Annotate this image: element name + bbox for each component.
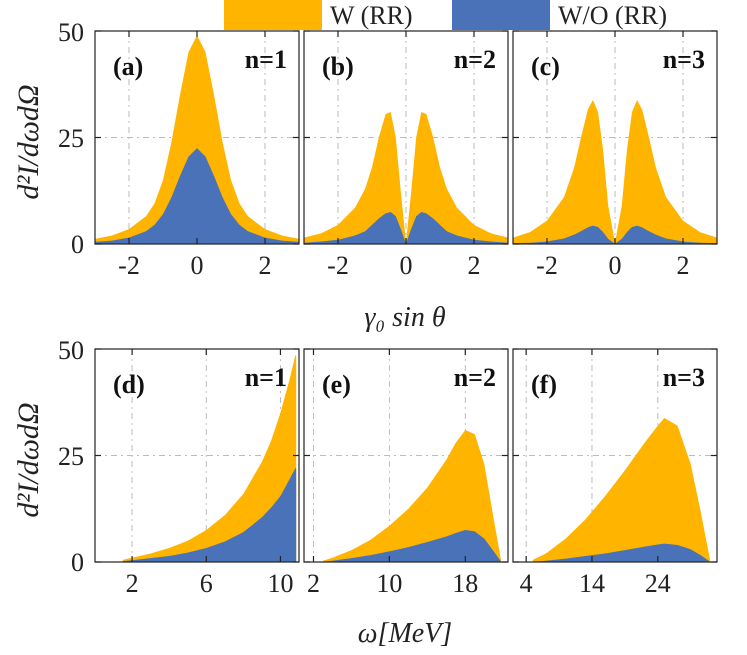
top-x-axis-label: γ₀ sin θ (364, 302, 445, 333)
y-tick-label: 25 (58, 442, 84, 471)
top-y-ticks: 50 25 0 (58, 18, 84, 259)
x-tick-label: 0 (400, 251, 413, 280)
x-tick-label: 2 (126, 569, 139, 598)
x-tick-label: 10 (376, 569, 402, 598)
harmonic-label: n=3 (663, 45, 705, 74)
area-wo-rr (304, 212, 508, 244)
x-tick-label: -2 (536, 251, 558, 280)
x-tick-label: 2 (307, 569, 320, 598)
y-tick-label: 50 (58, 336, 84, 365)
legend-label-w-rr: W (RR) (330, 1, 413, 30)
x-tick-label: 14 (579, 569, 605, 598)
panel-e: 2 10 18 (e) n=2 (303, 348, 509, 598)
harmonic-label: n=3 (663, 363, 705, 392)
area-wo-rr (122, 468, 297, 562)
bottom-y-ticks: 50 25 0 (58, 336, 84, 577)
legend: W (RR) W/O (RR) (224, 0, 667, 30)
harmonic-label: n=2 (454, 45, 496, 74)
panel-label: (b) (322, 52, 354, 81)
x-tick-label: 2 (468, 251, 481, 280)
x-tick-label: 4 (520, 569, 533, 598)
panel-label: (a) (113, 52, 143, 81)
area-w-rr (513, 100, 717, 244)
panel-d: 2 6 10 (d) n=1 (94, 348, 300, 598)
x-tick-label: 10 (267, 569, 293, 598)
top-y-axis-label: d²I/dωdΩ (12, 84, 45, 199)
legend-swatch-wo-rr (452, 0, 550, 30)
panel-c: -2 0 2 (c) n=3 (512, 30, 718, 280)
panel-f: 4 14 24 (f) n=3 (512, 348, 718, 598)
x-tick-label: 2 (259, 251, 272, 280)
panel-label: (e) (322, 370, 351, 399)
y-tick-label: 0 (71, 548, 84, 577)
harmonic-label: n=1 (245, 45, 287, 74)
panel-label: (c) (531, 52, 560, 81)
x-tick-label: 24 (645, 569, 671, 598)
x-tick-label: 2 (677, 251, 690, 280)
harmonic-label: n=2 (454, 363, 496, 392)
bottom-x-axis-label: ω[MeV] (358, 618, 452, 649)
area-w-rr (532, 418, 711, 562)
area-wo-rr (513, 225, 717, 244)
area-w-rr (122, 355, 297, 562)
panel-a: -2 0 2 (a) n=1 (94, 30, 300, 280)
legend-swatch-w-rr (224, 0, 322, 30)
panels: -2 0 2 (a) n=1 -2 0 2 (b) n=2 -2 0 2 (c) n=3 2 6 10 (d) n=1… (94, 30, 718, 598)
x-tick-label: -2 (327, 251, 349, 280)
panel-b: -2 0 2 (b) n=2 (303, 30, 509, 280)
panel-label: (d) (113, 370, 145, 399)
y-tick-label: 25 (58, 124, 84, 153)
area-w-rr (95, 35, 299, 244)
x-tick-label: 6 (200, 569, 213, 598)
harmonic-label: n=1 (245, 363, 287, 392)
y-tick-label: 0 (71, 230, 84, 259)
area-wo-rr (532, 543, 711, 562)
bottom-y-axis-label: d²I/dωdΩ (12, 402, 45, 517)
area-w-rr (304, 111, 508, 244)
legend-label-wo-rr: W/O (RR) (558, 1, 667, 30)
x-tick-label: 0 (191, 251, 204, 280)
panel-label: (f) (531, 370, 557, 399)
area-w-rr (322, 429, 502, 562)
x-tick-label: 18 (452, 569, 478, 598)
y-tick-label: 50 (58, 18, 84, 47)
area-wo-rr (95, 148, 299, 244)
x-tick-label: -2 (118, 251, 140, 280)
x-tick-label: 0 (609, 251, 622, 280)
area-wo-rr (322, 530, 502, 562)
